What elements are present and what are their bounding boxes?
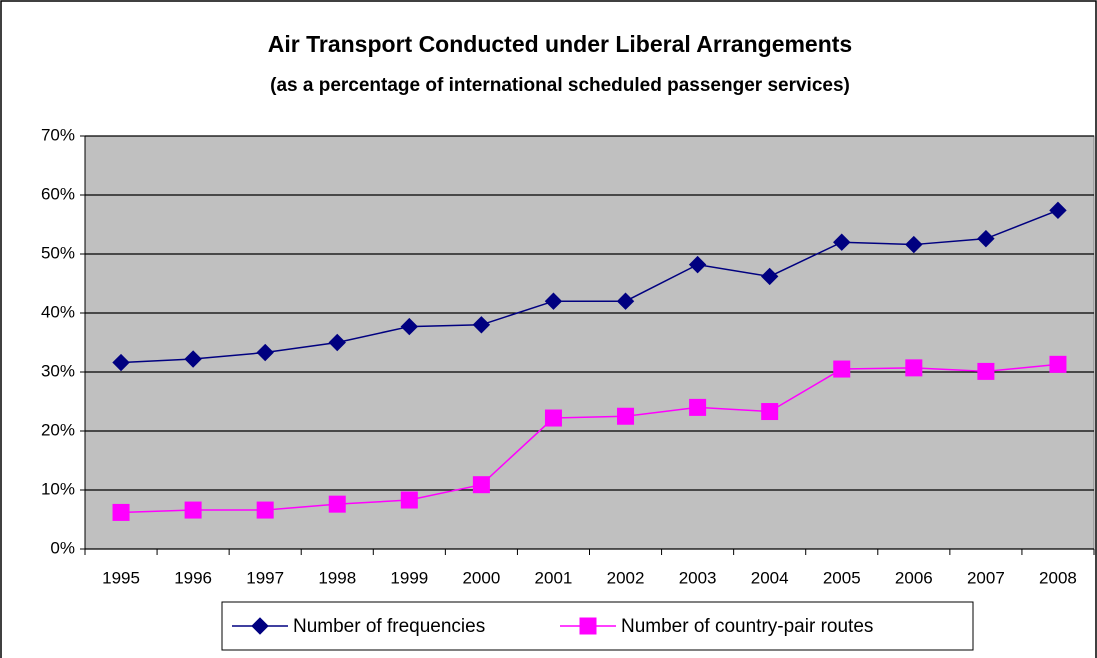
y-tick-label: 70%: [41, 125, 75, 144]
x-tick-label: 2008: [1039, 568, 1077, 587]
data-point: [1049, 201, 1067, 220]
data-point: [400, 317, 419, 336]
data-point: [328, 495, 346, 513]
data-point: [616, 292, 635, 310]
data-point: [112, 353, 130, 372]
data-point: [689, 398, 707, 416]
x-tick-label: 2005: [823, 568, 861, 587]
x-tick-label: 1997: [246, 568, 284, 587]
x-tick-label: 2001: [535, 568, 573, 587]
data-point: [256, 501, 274, 519]
y-tick-label: 0%: [50, 538, 75, 557]
x-tick-label: 1998: [318, 568, 356, 587]
data-point: [905, 359, 923, 377]
y-tick-label: 40%: [41, 302, 75, 321]
data-point: [760, 267, 779, 286]
data-point: [112, 503, 130, 521]
y-tick-label: 30%: [41, 361, 75, 380]
legend-marker: [579, 617, 597, 635]
y-tick-label: 60%: [41, 184, 75, 203]
x-tick-label: 1995: [102, 568, 140, 587]
data-point: [400, 491, 418, 509]
x-tick-label: 2003: [679, 568, 717, 587]
x-tick-label: 1999: [390, 568, 428, 587]
series-line: [120, 209, 1059, 364]
data-point: [544, 292, 563, 310]
data-point: [688, 255, 707, 274]
plot-area: [84, 135, 1095, 550]
x-tick-label: 2006: [895, 568, 933, 587]
data-point: [833, 360, 851, 378]
chart-title: Air Transport Conducted under Liberal Ar…: [268, 31, 852, 57]
legend-label: Number of country-pair routes: [621, 616, 873, 637]
data-point: [977, 229, 995, 248]
x-tick-label: 1996: [174, 568, 212, 587]
data-point: [617, 407, 635, 425]
chart-subtitle: (as a percentage of international schedu…: [270, 75, 850, 96]
y-tick-label: 20%: [41, 420, 75, 439]
data-point: [1049, 355, 1067, 373]
data-point: [833, 233, 851, 251]
legend-label: Number of frequencies: [293, 616, 485, 637]
data-point: [472, 476, 490, 494]
data-point: [184, 501, 202, 519]
x-tick-label: 2002: [607, 568, 645, 587]
data-point: [761, 403, 779, 421]
data-point: [905, 235, 923, 254]
data-point: [256, 343, 274, 362]
x-tick-label: 2007: [967, 568, 1005, 587]
series-line: [121, 363, 1059, 514]
y-tick-label: 50%: [41, 243, 75, 262]
x-tick-label: 2000: [462, 568, 500, 587]
data-point: [328, 333, 346, 352]
data-point: [184, 350, 202, 368]
x-tick-label: 2004: [751, 568, 789, 587]
data-point: [472, 316, 491, 334]
y-tick-label: 10%: [41, 479, 75, 498]
legend-marker: [251, 617, 269, 635]
data-point: [544, 409, 562, 427]
data-point: [977, 362, 995, 380]
